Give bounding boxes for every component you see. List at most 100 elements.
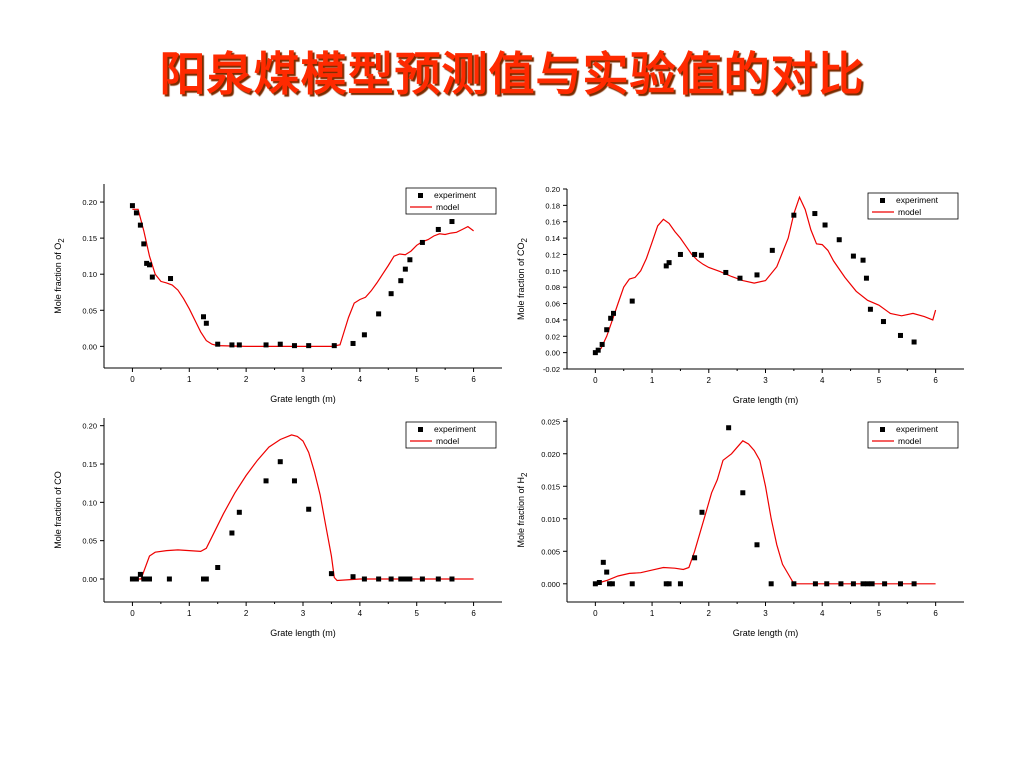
y-tick-label: 0.15 xyxy=(82,234,97,243)
y-tick-label: 0.06 xyxy=(545,300,560,309)
y-tick-label: -0.02 xyxy=(543,365,560,374)
experiment-point xyxy=(737,275,743,281)
model-line xyxy=(132,434,474,582)
experiment-point xyxy=(133,210,139,216)
experiment-point xyxy=(398,278,404,284)
experiment-point xyxy=(663,581,669,587)
y-tick-label: 0.10 xyxy=(545,267,560,276)
experiment-point xyxy=(860,581,866,587)
experiment-point xyxy=(812,211,818,217)
x-tick-label: 2 xyxy=(244,375,249,384)
legend-box xyxy=(867,421,959,449)
x-tick-label: 3 xyxy=(763,609,768,618)
x-axis-label: Grate length (m) xyxy=(733,395,799,405)
legend-experiment-marker xyxy=(880,427,885,432)
y-axis-label: Mole fraction of CO xyxy=(53,471,63,549)
experiment-point xyxy=(609,581,615,587)
legend-experiment-label: experiment xyxy=(896,195,939,205)
x-tick-label: 3 xyxy=(301,609,306,618)
x-tick-label: 5 xyxy=(877,609,882,618)
experiment-point xyxy=(144,260,150,266)
experiment-point xyxy=(133,576,139,582)
experiment-point xyxy=(398,576,404,582)
experiment-point xyxy=(306,343,312,349)
chart-h2: 0 1 2 3 4 5 6 0.000 0.005 0.010 0.015 0.020 0.025 Gra… xyxy=(516,417,964,638)
experiment-point xyxy=(236,509,242,515)
experiment-point xyxy=(867,306,873,312)
experiment-point xyxy=(692,251,698,257)
y-tick-label: 0.000 xyxy=(541,580,560,589)
y-tick-label: 0.15 xyxy=(82,460,97,469)
experiment-point xyxy=(599,341,605,347)
y-tick-label: 0.00 xyxy=(82,342,97,351)
legend-model-label: model xyxy=(898,207,921,217)
x-axis-label: Grate length (m) xyxy=(270,394,336,404)
y-tick-label: 0.20 xyxy=(82,198,97,207)
experiment-point xyxy=(911,581,917,587)
x-tick-label: 2 xyxy=(707,609,712,618)
experiment-point xyxy=(407,576,413,582)
legend-experiment-marker xyxy=(418,427,423,432)
y-tick-label: 0.02 xyxy=(545,332,560,341)
chart-o2: 0 1 2 3 4 5 6 0.00 0.05 0.10 0.15 0.20 Grate length … xyxy=(53,184,502,404)
experiment-point xyxy=(880,319,886,325)
model-line xyxy=(132,208,474,347)
experiment-point xyxy=(203,320,209,326)
y-tick-label: 0.00 xyxy=(545,349,560,358)
x-axis-label: Grate length (m) xyxy=(270,628,336,638)
experiment-point xyxy=(592,350,598,356)
experiment-point xyxy=(277,459,283,465)
experiment-point xyxy=(419,576,425,582)
y-tick-label: 0.010 xyxy=(541,515,560,524)
y-tick-label: 0.020 xyxy=(541,450,560,459)
y-tick-label: 0.20 xyxy=(82,422,97,431)
x-tick-label: 6 xyxy=(933,376,938,385)
experiment-point xyxy=(201,314,206,320)
experiment-point xyxy=(822,222,828,228)
legend-experiment-label: experiment xyxy=(896,424,939,434)
x-tick-label: 2 xyxy=(244,609,249,618)
x-tick-label: 1 xyxy=(187,375,192,384)
x-tick-label: 0 xyxy=(130,375,135,384)
y-tick-label: 0.10 xyxy=(82,498,97,507)
experiment-point xyxy=(677,251,683,257)
y-tick-label: 0.14 xyxy=(545,234,560,243)
y-tick-label: 0.05 xyxy=(82,306,97,315)
chart-co: 0 1 2 3 4 5 6 0.00 0.05 0.10 0.15 0.20 Grate length … xyxy=(53,418,502,638)
experiment-point xyxy=(129,203,135,209)
experiment-point xyxy=(291,478,297,484)
experiment-point xyxy=(388,291,394,297)
y-tick-label: 0.025 xyxy=(541,417,560,426)
experiment-point xyxy=(677,581,683,587)
experiment-point xyxy=(168,276,174,282)
experiment-point xyxy=(361,576,367,582)
y-tick-label: 0.05 xyxy=(82,537,97,546)
experiment-point xyxy=(911,339,917,345)
experiment-point xyxy=(882,581,888,587)
model-line xyxy=(595,195,937,354)
y-tick-label: 0.08 xyxy=(545,283,560,292)
legend-model-label: model xyxy=(898,436,921,446)
y-axis-label: Mole fraction of H2 xyxy=(516,472,529,548)
x-tick-label: 1 xyxy=(650,609,655,618)
legend-experiment-marker xyxy=(418,193,423,198)
experiment-point xyxy=(865,581,871,587)
experiment-point xyxy=(824,581,830,587)
experiment-point xyxy=(402,576,408,582)
experiment-point xyxy=(149,274,155,280)
experiment-point xyxy=(869,581,875,587)
experiment-point xyxy=(604,569,610,575)
experiment-point xyxy=(215,565,221,570)
experiment-point xyxy=(860,257,866,263)
experiment-point xyxy=(376,576,382,582)
legend-box xyxy=(405,421,497,449)
x-tick-label: 3 xyxy=(763,376,768,385)
x-tick-label: 6 xyxy=(933,609,938,618)
experiment-point xyxy=(146,262,152,268)
experiment-point xyxy=(166,576,172,582)
experiment-point xyxy=(791,581,797,587)
experiment-point xyxy=(726,425,732,431)
experiment-point xyxy=(595,347,601,353)
experiment-point xyxy=(376,311,382,317)
experiment-point xyxy=(229,530,235,536)
